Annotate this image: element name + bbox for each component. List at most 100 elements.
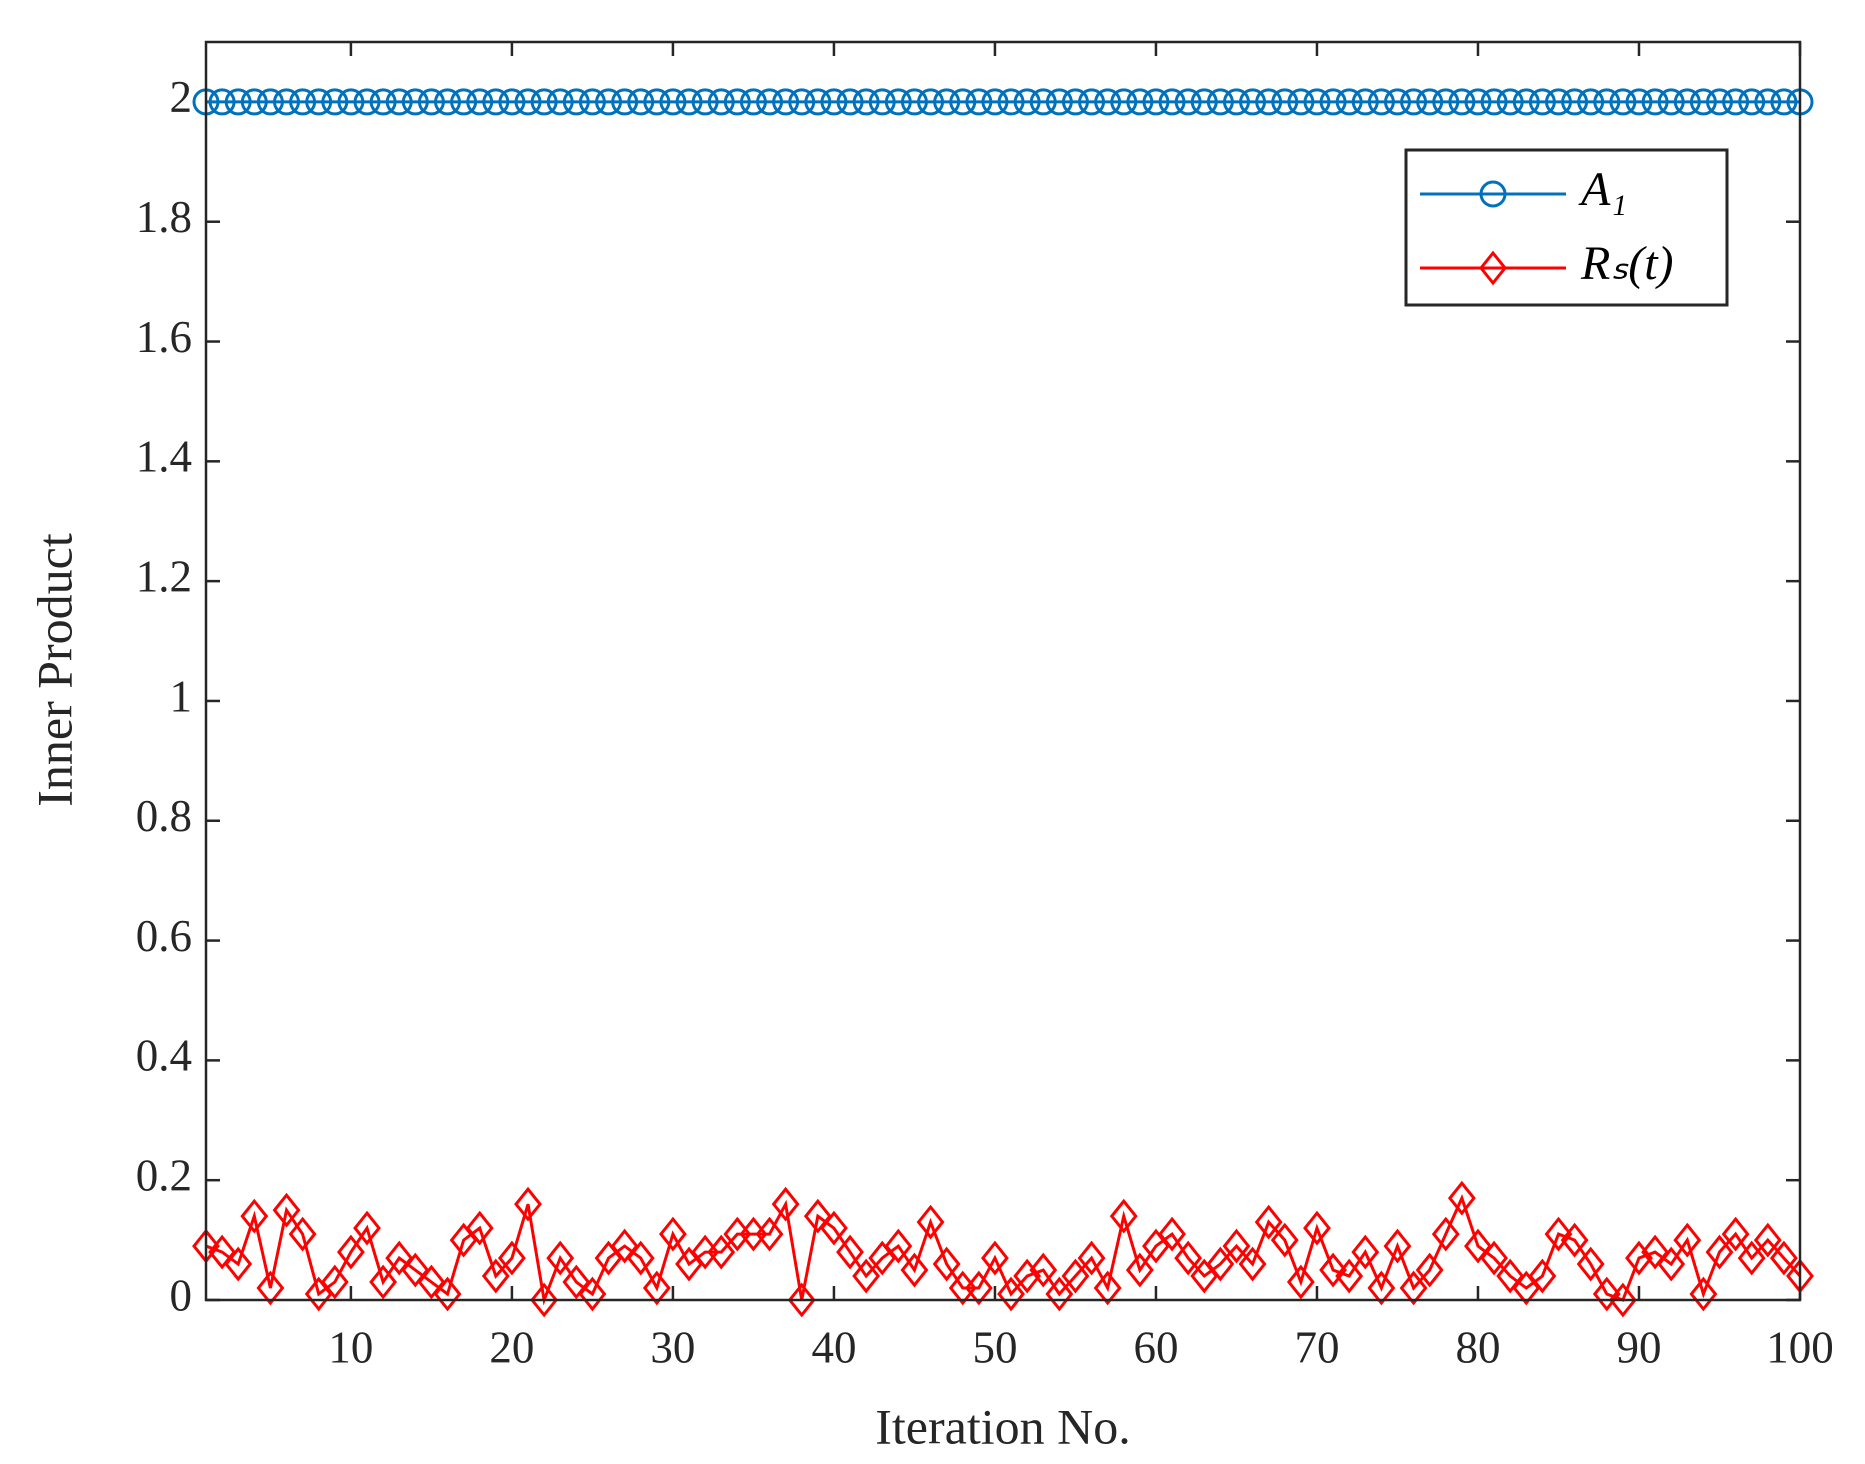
marker — [643, 88, 671, 116]
marker — [305, 88, 333, 116]
marker — [320, 1264, 349, 1300]
x-tick-label: 60 — [1133, 1322, 1178, 1372]
marker — [1271, 88, 1299, 116]
marker — [820, 88, 848, 116]
x-tick-label: 70 — [1294, 1322, 1339, 1372]
marker — [224, 1246, 253, 1282]
marker — [739, 88, 767, 116]
marker — [755, 1216, 784, 1252]
marker — [1255, 88, 1283, 116]
marker — [1319, 88, 1347, 116]
marker — [1045, 88, 1073, 116]
marker — [1110, 88, 1138, 116]
y-tick-label: 1.6 — [136, 312, 192, 362]
marker — [1351, 88, 1379, 116]
marker — [1415, 1252, 1444, 1288]
marker — [691, 88, 719, 116]
marker — [1142, 88, 1170, 116]
marker — [256, 88, 284, 116]
marker — [208, 1234, 237, 1270]
y-tick-label: 1.2 — [136, 551, 192, 601]
marker — [1560, 1222, 1589, 1258]
marker — [707, 88, 735, 116]
marker — [1479, 250, 1507, 286]
marker — [1286, 1264, 1315, 1300]
marker — [659, 1216, 687, 1252]
marker — [1013, 1258, 1042, 1294]
marker — [756, 88, 784, 116]
y-tick-label: 1.8 — [136, 192, 192, 242]
marker — [385, 1240, 414, 1276]
marker — [900, 88, 928, 116]
legend-label: Rₛ(t) — [1580, 237, 1674, 290]
marker — [1206, 88, 1234, 116]
marker — [900, 1252, 929, 1288]
marker — [1061, 1258, 1090, 1294]
y-tick-label: 0.2 — [136, 1151, 192, 1201]
x-tick-label: 30 — [650, 1322, 695, 1372]
marker — [385, 88, 413, 116]
marker — [1029, 1252, 1058, 1288]
marker — [1206, 1246, 1235, 1282]
marker — [884, 1228, 913, 1264]
marker — [1109, 1198, 1138, 1234]
plot-frame — [204, 40, 1802, 1302]
marker — [562, 88, 590, 116]
legend-label: A₁ — [1578, 163, 1627, 216]
marker — [916, 1204, 945, 1240]
x-tick-label: 50 — [972, 1322, 1017, 1372]
marker — [1464, 1228, 1492, 1264]
marker — [787, 1282, 816, 1318]
marker — [1158, 1216, 1186, 1252]
y-tick-label: 0.6 — [136, 911, 192, 961]
marker — [1512, 88, 1540, 116]
x-tick-label: 40 — [811, 1322, 856, 1372]
y-tick-label: 0.4 — [136, 1031, 192, 1081]
y-tick-label: 2 — [170, 72, 193, 122]
legend: A₁ Rₛ(t) — [1404, 148, 1729, 307]
marker — [288, 1216, 317, 1252]
marker — [1447, 1180, 1476, 1216]
marker — [1722, 88, 1750, 116]
marker — [965, 88, 993, 116]
x-tick-label: 100 — [1766, 1322, 1834, 1372]
marker — [1738, 88, 1766, 116]
x-tick-label: 10 — [328, 1322, 373, 1372]
marker — [1657, 1246, 1686, 1282]
marker — [562, 1264, 591, 1300]
marker — [836, 88, 864, 116]
marker — [917, 88, 945, 116]
marker — [466, 88, 494, 116]
marker — [595, 88, 623, 116]
marker — [1383, 88, 1411, 116]
marker — [626, 1240, 655, 1276]
marker — [1416, 88, 1444, 116]
marker — [481, 1258, 510, 1294]
y-tick-label: 0.8 — [136, 791, 192, 841]
marker — [514, 88, 542, 116]
marker — [1577, 88, 1605, 116]
marker — [1238, 1246, 1267, 1282]
marker — [884, 88, 912, 116]
marker — [1045, 1276, 1074, 1312]
marker — [1737, 1240, 1766, 1276]
marker — [852, 1258, 881, 1294]
marker — [933, 88, 961, 116]
marker — [353, 1210, 381, 1246]
marker — [1576, 1246, 1605, 1282]
marker — [1721, 1216, 1750, 1252]
marker — [1480, 1240, 1509, 1276]
marker — [627, 88, 655, 116]
marker — [981, 1240, 1009, 1276]
marker — [1029, 88, 1057, 116]
marker — [1270, 1222, 1299, 1258]
marker — [852, 88, 880, 116]
marker — [1190, 88, 1218, 116]
marker — [1093, 1270, 1122, 1306]
marker — [1464, 88, 1492, 116]
marker — [1222, 1228, 1251, 1264]
marker — [272, 1192, 301, 1228]
marker — [1013, 88, 1041, 116]
marker — [1174, 88, 1202, 116]
